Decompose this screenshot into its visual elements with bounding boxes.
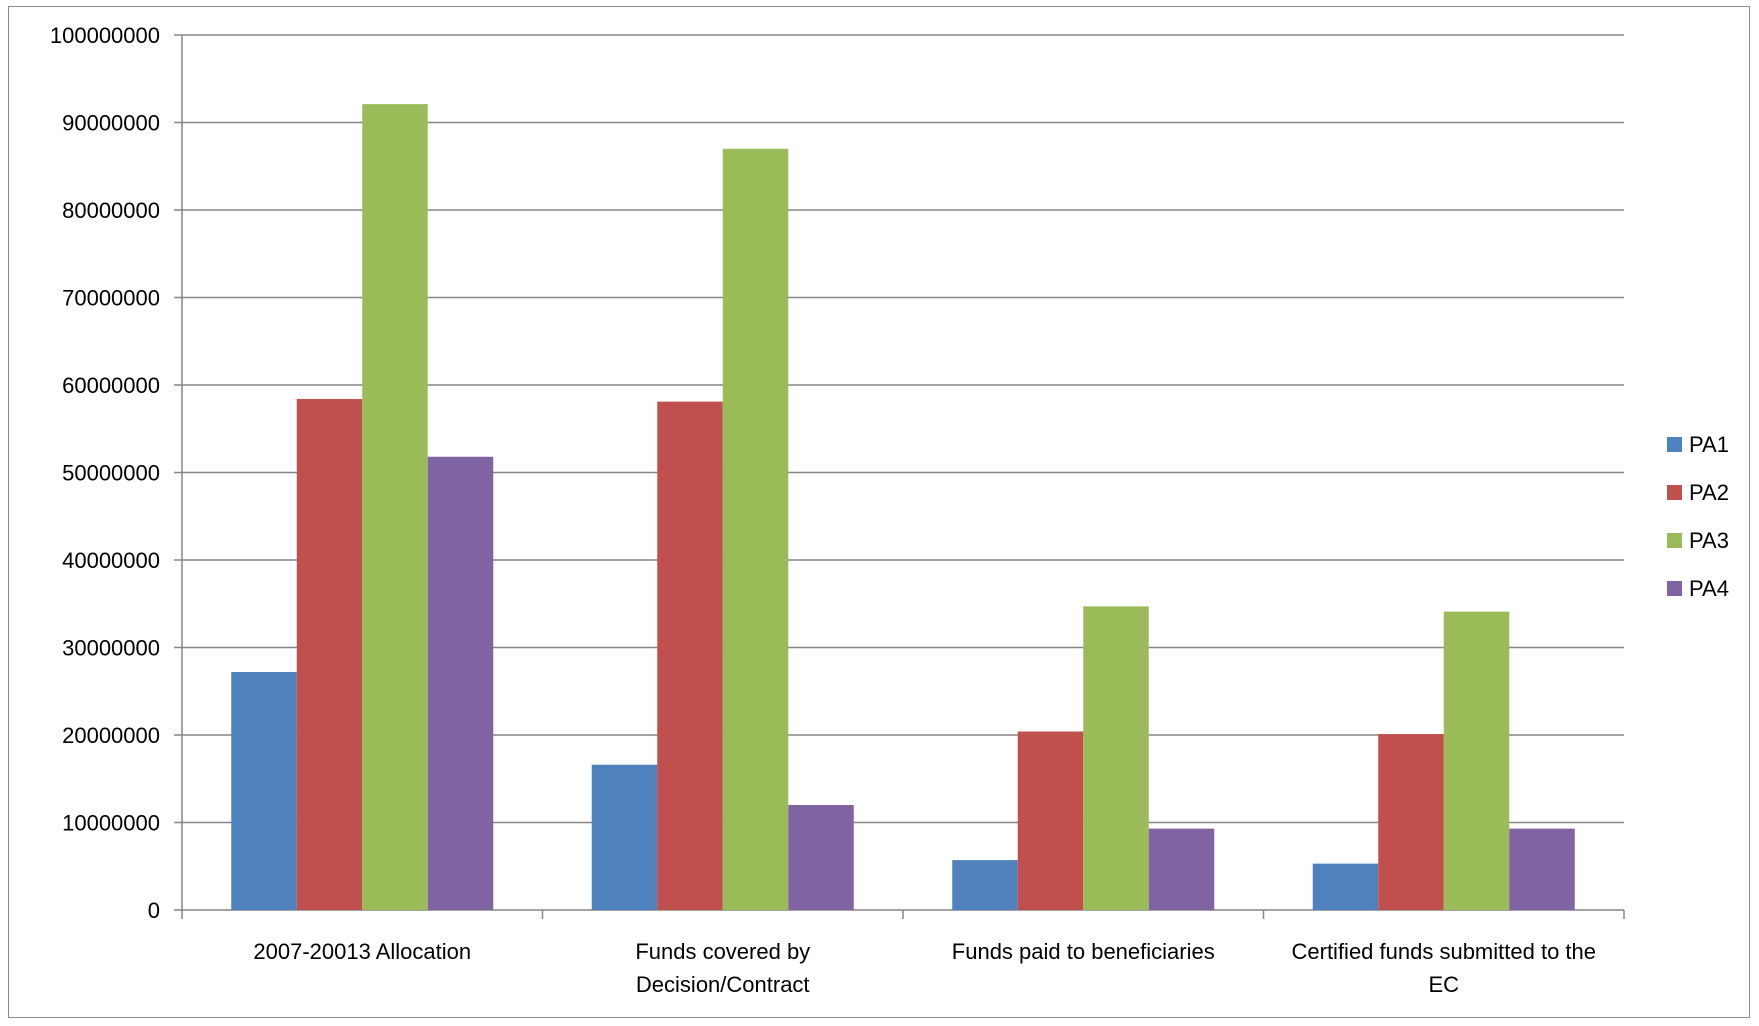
y-tick-label: 50000000 (62, 461, 160, 486)
bar-pa4 (1148, 828, 1215, 910)
y-tick-label: 70000000 (62, 286, 160, 311)
x-category-label: Funds covered by (635, 939, 810, 964)
bar-pa1 (952, 860, 1018, 910)
y-tick-label: 40000000 (62, 548, 160, 573)
y-tick-label: 80000000 (62, 198, 160, 223)
bar-pa2 (1378, 734, 1444, 910)
x-category-label: 2007-20013 Allocation (253, 939, 471, 964)
legend-swatch-pa4 (1667, 581, 1682, 596)
legend-swatch-pa1 (1667, 437, 1682, 452)
bar-pa1 (1312, 863, 1379, 910)
y-tick-label: 90000000 (62, 111, 160, 136)
x-category-label: Funds paid to beneficiaries (952, 939, 1215, 964)
legend-swatch-pa3 (1667, 533, 1682, 548)
legend-label-pa4: PA4 (1689, 576, 1729, 601)
x-category-label: EC (1428, 972, 1459, 997)
bar-pa2 (296, 399, 363, 910)
y-tick-label: 20000000 (62, 723, 160, 748)
bar-pa3 (362, 104, 428, 910)
bar-pa2 (657, 401, 723, 910)
y-tick-label: 30000000 (62, 636, 160, 661)
x-category-label: Decision/Contract (636, 972, 810, 997)
bar-pa4 (427, 456, 494, 910)
x-category-label: Certified funds submitted to the (1292, 939, 1597, 964)
y-tick-label: 60000000 (62, 373, 160, 398)
y-tick-label: 0 (148, 898, 160, 923)
bar-pa3 (1443, 611, 1510, 910)
y-tick-label: 10000000 (62, 811, 160, 836)
bar-pa4 (788, 805, 854, 910)
bar-pa1 (591, 764, 658, 910)
legend-swatch-pa2 (1667, 485, 1682, 500)
bar-pa4 (1509, 828, 1575, 910)
y-tick-label: 100000000 (50, 23, 160, 48)
bar-pa2 (1017, 731, 1084, 910)
legend-label-pa2: PA2 (1689, 480, 1729, 505)
legend-label-pa3: PA3 (1689, 528, 1729, 553)
bar-pa3 (1083, 606, 1149, 910)
bar-pa3 (722, 148, 789, 910)
legend-label-pa1: PA1 (1689, 432, 1729, 457)
bar-pa1 (231, 672, 297, 910)
